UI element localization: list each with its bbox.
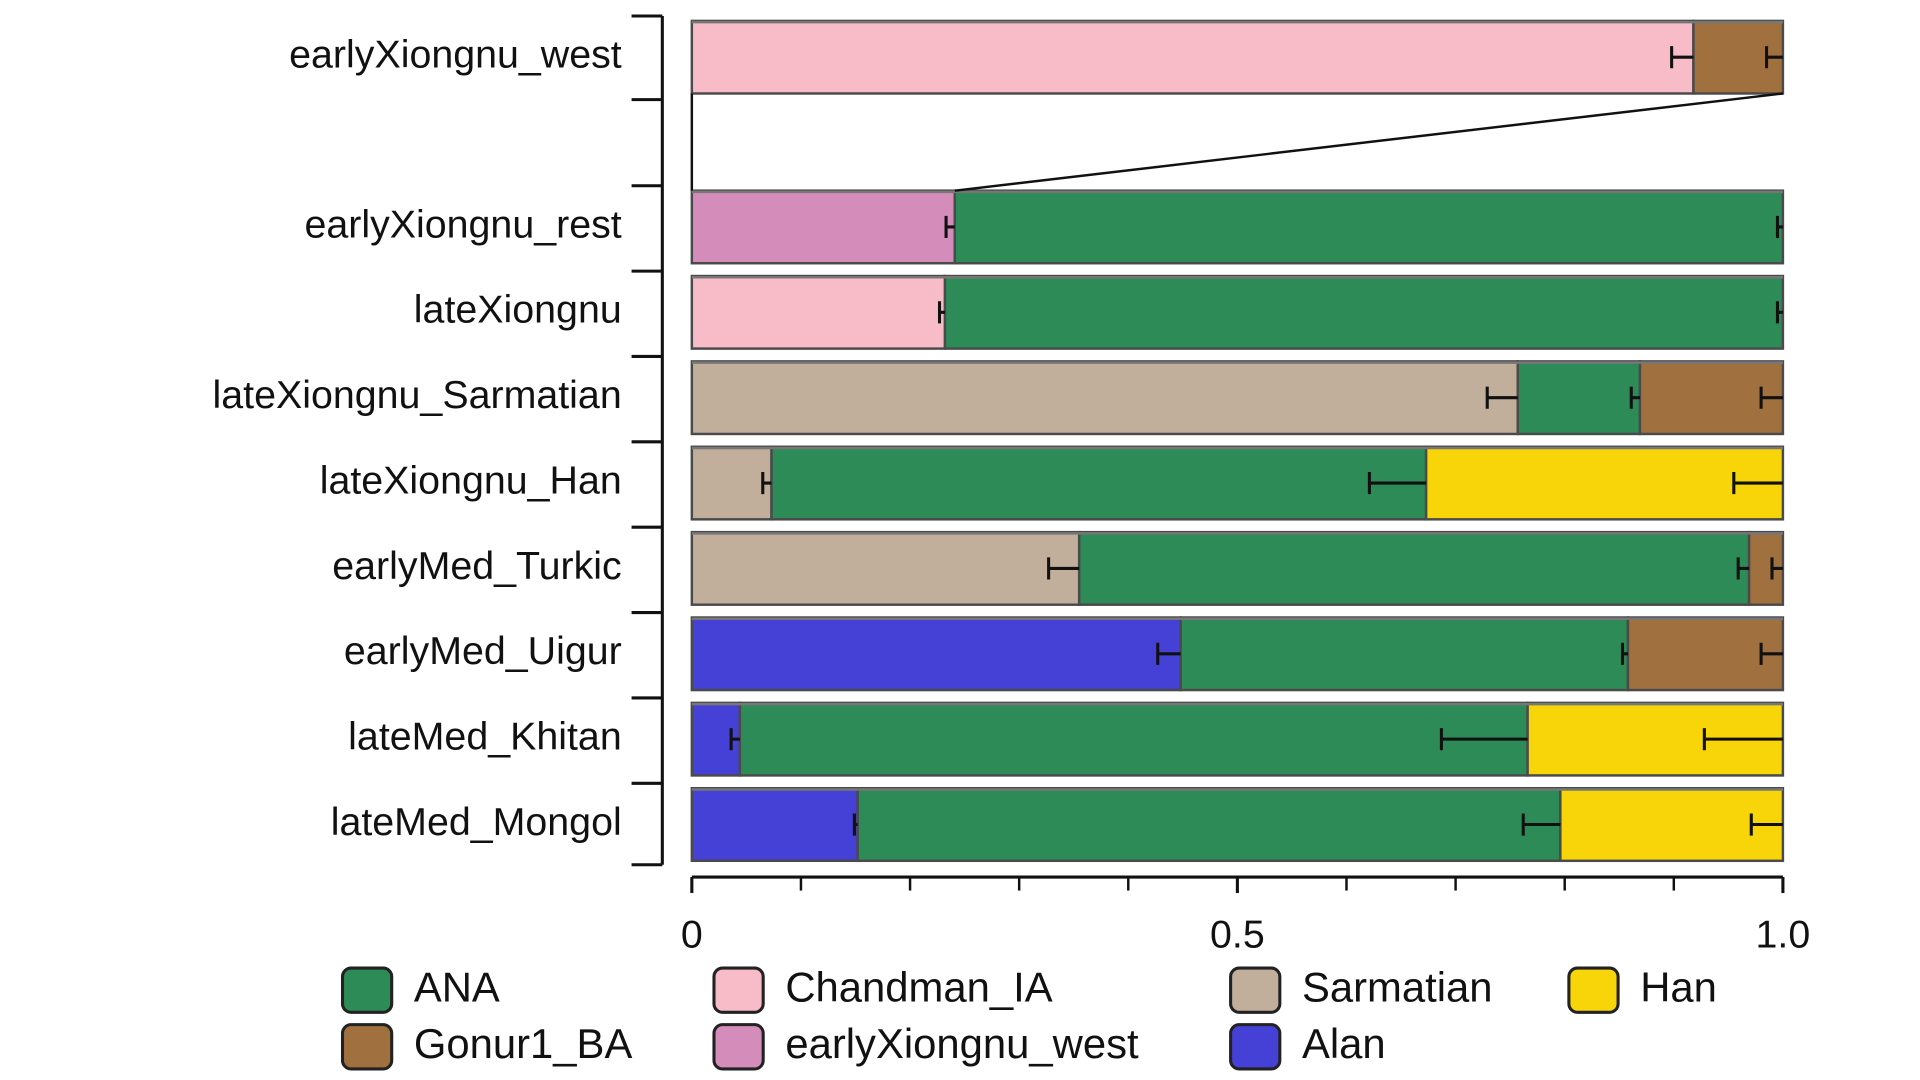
legend-swatch (340, 966, 394, 1014)
bar-segment (690, 786, 859, 863)
error-bar (1521, 813, 1561, 836)
error-bar (1047, 557, 1080, 580)
legend-label: Gonur1_BA (414, 1020, 633, 1067)
y-tick-label: lateXiongnu (414, 288, 622, 332)
legend-label: Alan (1302, 1020, 1386, 1067)
y-tick-label: earlyXiongnu_west (289, 33, 622, 77)
legend-swatch (1229, 1023, 1282, 1071)
error-bar (761, 471, 772, 495)
error-bar (1775, 215, 1783, 239)
legend-swatch (1229, 966, 1282, 1014)
error-bar (1620, 642, 1628, 665)
y-tick-label: lateMed_Khitan (348, 715, 622, 759)
y-tick-label: lateXiongnu_Han (320, 458, 622, 502)
bar-segment (1179, 616, 1630, 692)
error-bar (1485, 386, 1518, 409)
error-bar (1749, 813, 1783, 836)
y-tick-label: lateMed_Mongol (331, 800, 622, 844)
legend-label: earlyXiongnu_west (785, 1020, 1139, 1067)
error-bar (1759, 642, 1783, 665)
legend-label: Han (1640, 963, 1717, 1010)
bar-segment (690, 530, 1081, 606)
error-bar (729, 728, 740, 751)
error-bar (1759, 386, 1783, 409)
error-bar (1775, 301, 1783, 324)
y-tick-label: earlyMed_Turkic (332, 544, 621, 588)
bar-segment (690, 616, 1182, 692)
error-bar (1770, 557, 1783, 580)
bar-segment (1516, 360, 1642, 436)
error-bar (1367, 471, 1427, 495)
error-bar (852, 813, 858, 836)
error-bar (1629, 386, 1640, 409)
error-bar (937, 301, 945, 324)
legend-label: Sarmatian (1302, 963, 1493, 1010)
bar-segment (690, 360, 1520, 436)
legend-label: Chandman_IA (785, 963, 1052, 1010)
bar-segment (690, 189, 957, 265)
x-tick-label: 0.5 (1210, 913, 1265, 957)
error-bar (1765, 46, 1783, 69)
legend-label: ANA (414, 963, 500, 1010)
legend-swatch (712, 966, 765, 1014)
bar-segment (1077, 530, 1751, 606)
error-bar (1736, 557, 1750, 580)
error-bar (1702, 728, 1783, 751)
bar-segment (690, 445, 773, 521)
error-bar (944, 215, 955, 239)
bar-segment (1559, 786, 1785, 863)
error-bar (1156, 642, 1181, 665)
bar-segment (690, 19, 1695, 95)
error-bar (1732, 471, 1783, 495)
legend-swatch (1567, 966, 1620, 1014)
bar-segment (738, 701, 1529, 777)
bar-segment (856, 786, 1562, 863)
zoom-connector (954, 92, 1784, 192)
bar-segment (1424, 445, 1785, 521)
bar-segment (770, 445, 1428, 521)
legend-swatch (712, 1023, 765, 1071)
bar-segment (943, 274, 1785, 350)
bar-segment (953, 189, 1785, 265)
bar-segment (690, 274, 947, 350)
y-tick-label: earlyMed_Uigur (344, 629, 622, 673)
y-tick-label: lateXiongnu_Sarmatian (213, 373, 622, 417)
error-bar (1439, 728, 1528, 751)
x-tick-label: 0 (681, 913, 703, 957)
error-bar (1670, 46, 1694, 69)
legend-swatch (340, 1023, 394, 1071)
y-tick-label: earlyXiongnu_rest (304, 202, 621, 246)
x-tick-label: 1.0 (1756, 913, 1811, 957)
